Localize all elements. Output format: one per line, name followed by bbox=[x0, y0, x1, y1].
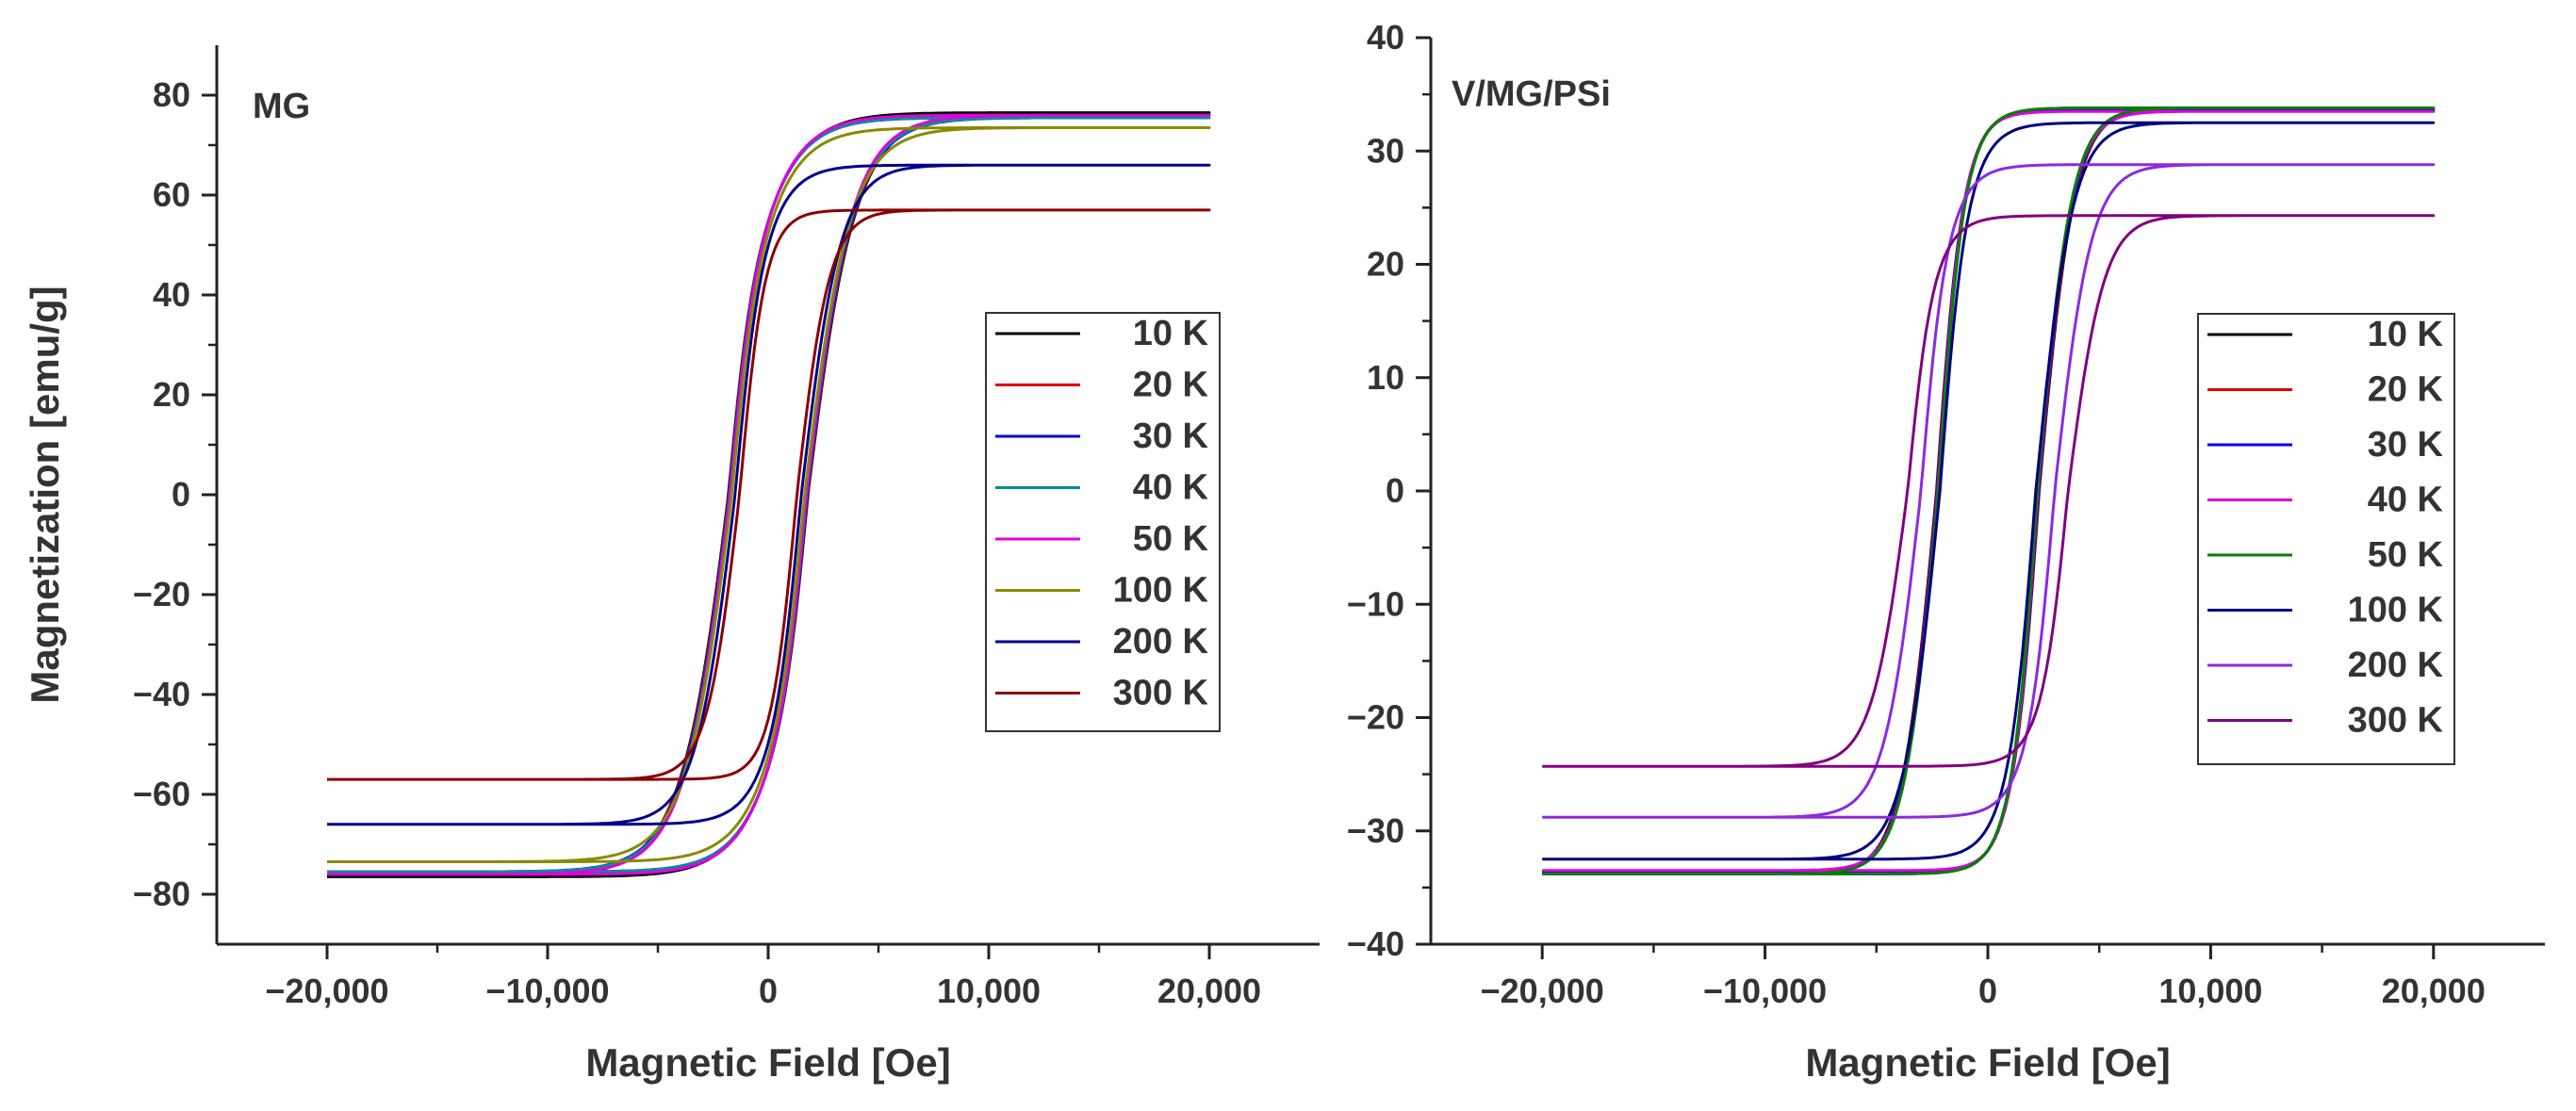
legend-box bbox=[985, 312, 1221, 732]
series-line-300k bbox=[1542, 214, 2436, 768]
x-tick-label: −20,000 bbox=[265, 972, 388, 1010]
legend-entry-label: 10 K bbox=[2368, 315, 2444, 354]
legend-entry-label: 30 K bbox=[2368, 425, 2444, 465]
ticks-mg: −20,000 −10,000 0 10,000 20,000 −80 −60 −40 −20 0… bbox=[133, 75, 1261, 1010]
y-tick-label: −40 bbox=[133, 675, 190, 713]
legend-entry-label: 200 K bbox=[1113, 622, 1209, 662]
series-line-200k bbox=[327, 163, 1211, 826]
y-tick-label: −20 bbox=[1347, 698, 1404, 737]
y-tick-label: −60 bbox=[133, 775, 190, 813]
chart-vmgpsi: −20,000 −10,000 0 10,000 20,000 −40 −30 −20 −10 0… bbox=[1347, 18, 2545, 1085]
y-tick-label: 20 bbox=[153, 375, 190, 414]
x-axis-label-mg: Magnetic Field [Oe] bbox=[585, 1040, 950, 1085]
y-tick-label: 60 bbox=[153, 175, 190, 214]
y-axis-label-mg: Magnetization [emu/g] bbox=[23, 286, 67, 703]
legend-entry-label: 200 K bbox=[2348, 645, 2444, 685]
series-line-50k bbox=[1542, 106, 2436, 875]
legend-entry-label: 300 K bbox=[1113, 674, 1209, 713]
legend-vmgpsi: 10 K 20 K 30 K 40 K 50 K 100 K 200 K 300 K bbox=[2197, 313, 2455, 765]
legend-entry-label: 300 K bbox=[2348, 701, 2444, 741]
x-tick-label: 10,000 bbox=[2158, 972, 2262, 1010]
series-line-200k bbox=[1542, 163, 2436, 819]
legend-entry-label: 100 K bbox=[1113, 571, 1209, 611]
panel-label-mg: MG bbox=[253, 87, 310, 126]
legend-entry-label: 40 K bbox=[1133, 468, 1209, 508]
y-tick-label: 80 bbox=[153, 75, 190, 114]
series-line-100k bbox=[1542, 121, 2436, 861]
y-tick-label: 30 bbox=[1367, 131, 1404, 170]
series-line-50k bbox=[327, 113, 1211, 876]
panel-label-vmgpsi: V/MG/PSi bbox=[1452, 74, 1611, 114]
y-tick-label: 40 bbox=[153, 275, 190, 314]
x-tick-label: −10,000 bbox=[1703, 972, 1827, 1010]
y-tick-label: −40 bbox=[1347, 924, 1404, 963]
legend-mg: 10 K 20 K 30 K 40 K 50 K 100 K 200 K 300 K bbox=[985, 312, 1221, 732]
legend-entry-label: 40 K bbox=[2368, 481, 2444, 520]
x-tick-label: −10,000 bbox=[485, 972, 609, 1010]
x-tick-label: 0 bbox=[1978, 972, 1997, 1010]
y-tick-label: 0 bbox=[1386, 471, 1404, 510]
legend-entry-label: 50 K bbox=[2368, 535, 2444, 575]
legend-entry-label: 50 K bbox=[1133, 519, 1209, 559]
legend-entry-label: 10 K bbox=[1133, 314, 1209, 353]
y-tick-label: −10 bbox=[1347, 584, 1404, 623]
legend-entry-label: 30 K bbox=[1133, 417, 1209, 456]
legend-entry-label: 100 K bbox=[2348, 591, 2444, 630]
y-tick-label: 0 bbox=[172, 475, 190, 514]
y-tick-label: 40 bbox=[1367, 18, 1404, 57]
series-layer-vmgpsi bbox=[1542, 106, 2436, 875]
legend-entry-label: 20 K bbox=[2368, 370, 2444, 410]
ticks-vmgpsi: −20,000 −10,000 0 10,000 20,000 −40 −30 −20 −10 0… bbox=[1347, 18, 2486, 1010]
y-tick-label: 20 bbox=[1367, 245, 1404, 284]
x-tick-label: −20,000 bbox=[1481, 972, 1604, 1010]
legend-entry-label: 20 K bbox=[1133, 366, 1209, 405]
x-tick-label: 20,000 bbox=[1157, 972, 1261, 1010]
x-tick-label: 10,000 bbox=[937, 972, 1041, 1010]
y-tick-label: −80 bbox=[133, 874, 190, 913]
y-tick-label: −30 bbox=[1347, 811, 1404, 850]
x-tick-label: 0 bbox=[759, 972, 778, 1010]
y-tick-label: 10 bbox=[1367, 358, 1404, 397]
series-line-100k bbox=[327, 126, 1211, 863]
y-tick-label: −20 bbox=[133, 575, 190, 613]
chart-mg: −20,000 −10,000 0 10,000 20,000 −80 −60 −40 −20 0… bbox=[23, 45, 1320, 1085]
series-line-300k bbox=[327, 208, 1211, 781]
series-layer-mg bbox=[327, 111, 1211, 878]
x-tick-label: 20,000 bbox=[2382, 972, 2486, 1010]
x-axis-label-vmgpsi: Magnetic Field [Oe] bbox=[1805, 1040, 2170, 1085]
